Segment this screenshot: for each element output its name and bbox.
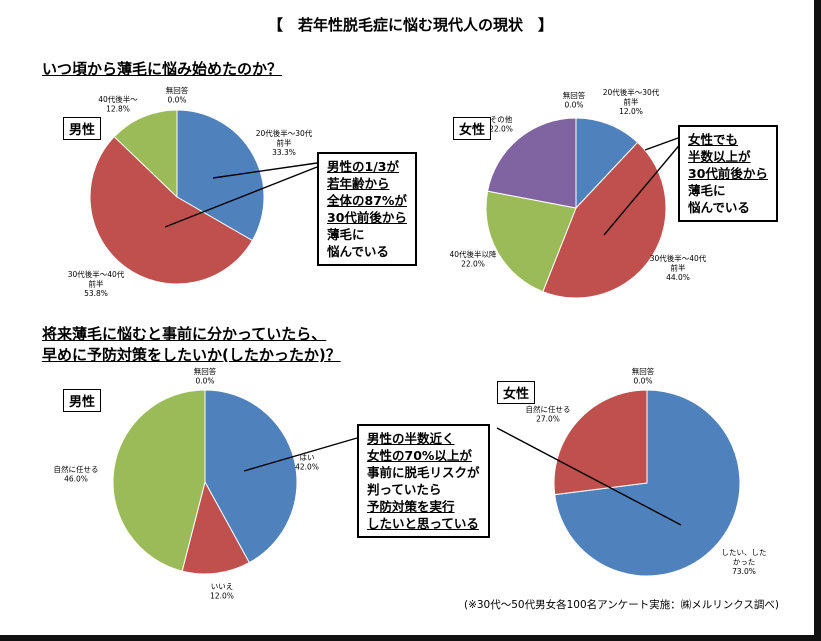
callout-line: 30代前後から [688,166,768,181]
callout-line: 予防対策を実行 [367,499,455,514]
pie-slice [487,117,577,209]
callout-line: 30代前後から [327,210,407,225]
pie-slice [204,389,298,564]
callout-line: 判っていたら [367,482,442,497]
pie-slice [485,190,577,293]
callout-line: 半数以上が [688,149,751,164]
callout-male-q1: 男性の1/3が 若年齢から全体の87%が 30代前後から 薄毛に悩んでいる [317,152,417,266]
callout-line: 全体の87%が [327,193,407,208]
slice-label: 30代後半～40代前半 53.8% [68,269,125,298]
tag-male-q2: 男性 [63,389,102,412]
callout-pointer [644,137,679,151]
callout-line: 若年齢から [327,176,390,191]
slice-label: 無回答 0.0% [632,366,655,386]
pie-slice [575,117,639,210]
slice-label: はい 42.0% [295,453,319,472]
slice-label: 無回答 0.0% [166,85,189,105]
callout-line: 悩んでいる [327,244,389,259]
pie-slice [542,141,667,299]
callout-line: 男性の1/3が [327,159,399,174]
tag-male-q1: 男性 [63,117,102,140]
callout-female-q1: 女性でも半数以上が 30代前後から 薄毛に悩んでいる [678,125,778,222]
slice-label: 自然に任せる 46.0% [54,464,99,484]
slice-label: 30代後半～40代前半 44.0% [650,253,707,282]
page-title: 【 若年性脱毛症に悩む現代人の現状 】 [267,16,553,34]
callout-pointer [243,437,358,472]
slice-label: 20代後半～30代前半 12.0% [603,87,660,116]
pie-slice [89,135,254,285]
section-title-q1: いつ頃から薄毛に悩み始めたのか？ [42,60,283,78]
slice-label: いいえ 12.0% [210,582,234,601]
tag-female-q1: 女性 [453,117,492,140]
callout-line: 事前に脱毛リスクが [367,465,480,480]
pie-slice [112,389,206,572]
callout-pointer [164,166,318,228]
callout-line: 女性の70%以上が [367,448,472,463]
callout-q2: 男性の半数近く女性の70%以上が 事前に脱毛リスクが 判っていたら 予防対策を実行した… [357,424,490,538]
pie-slice [181,480,250,575]
slice-label: 40代後半以降 22.0% [449,249,497,269]
callout-line: 薄毛に [688,183,726,198]
slice-label: その他 22.0% [489,114,513,134]
callout-line: 女性でも [688,132,739,147]
slice-label: 40代後半～ 12.8% [98,94,138,114]
callout-line: 薄毛に [327,227,365,242]
pie-slice [176,109,265,242]
slice-label: 無回答 0.0% [194,366,217,386]
callout-pointer [496,427,682,526]
bottom-edge-bar [0,635,821,641]
right-edge-bar [814,0,821,641]
pie-slice [113,109,178,199]
callout-line: 男性の半数近く [367,431,455,446]
callout-pointer [603,141,683,236]
tag-female-q2: 女性 [497,381,536,404]
pie-slice [553,389,648,496]
footnote: (※30代～50代男女各100名アンケート実施：㈱メルリンクス調べ) [463,599,779,611]
slice-label: 20代後半～30代前半 33.3% [256,128,313,157]
slice-label: 無回答 0.0% [563,90,586,110]
callout-line: 悩んでいる [688,200,750,215]
section-title-q2-line1: 将来薄毛に悩むと事前に分かっていたら、 [42,325,327,343]
slice-label: したい、したかった 73.0% [722,548,767,576]
slice-label: 自然に任せる 27.0% [526,404,571,424]
callout-line: したいと思っている [367,516,479,531]
section-title-q2-line2: 早めに予防対策をしたいか(したかったか)？ [42,346,341,364]
callout-pointer [212,162,318,179]
